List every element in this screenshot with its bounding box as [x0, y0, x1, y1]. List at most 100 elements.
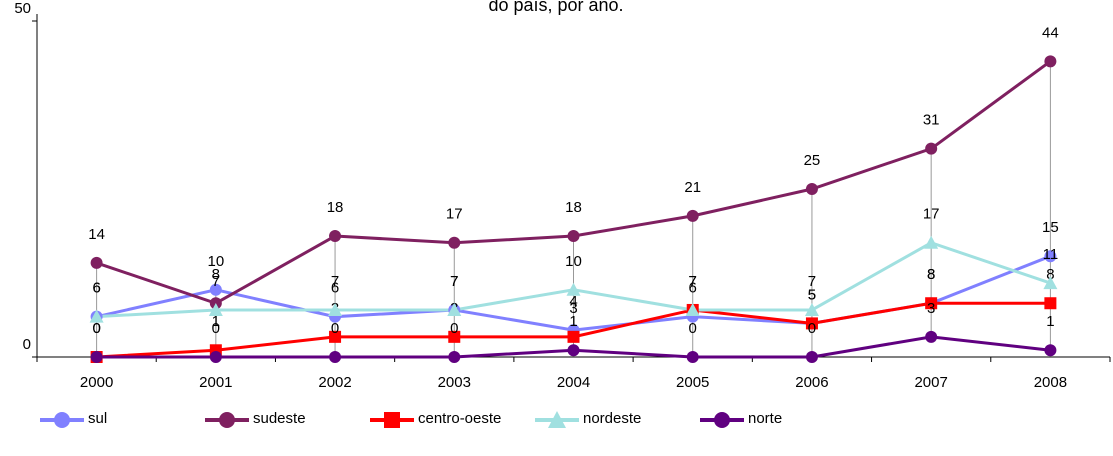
legend-marker [54, 412, 70, 428]
data-point [329, 351, 342, 363]
data-label: 18 [327, 199, 344, 216]
legend-marker [384, 412, 400, 428]
data-point [686, 351, 699, 363]
data-point [328, 302, 343, 316]
data-label: 0 [212, 320, 220, 337]
data-label: 7 [689, 273, 697, 290]
data-label: 3 [927, 300, 935, 317]
data-point [686, 209, 699, 222]
data-label: 10 [565, 253, 582, 270]
data-point [567, 344, 580, 357]
data-point [805, 317, 818, 330]
legend-marker [714, 412, 730, 428]
legend-label: nordeste [583, 410, 641, 427]
legend-label: sul [88, 410, 107, 427]
y-tick-label: 50 [14, 0, 31, 17]
data-label: 7 [450, 273, 458, 290]
data-label: 6 [331, 280, 339, 297]
data-label: 10 [207, 253, 224, 270]
data-label: 8 [212, 266, 220, 283]
data-point [1043, 276, 1058, 290]
data-point [567, 230, 580, 243]
y-tick-label: 0 [23, 336, 31, 353]
data-point [1044, 55, 1057, 68]
data-label: 0 [689, 320, 697, 337]
data-label: 15 [1042, 219, 1059, 236]
x-tick-label: 2004 [557, 374, 590, 391]
x-tick-label: 2003 [438, 374, 471, 391]
data-point [208, 302, 223, 316]
data-label: 7 [212, 273, 220, 290]
data-point [805, 183, 818, 195]
data-label: 3 [569, 300, 577, 317]
data-point [925, 330, 938, 343]
data-label: 18 [565, 199, 582, 216]
legend-label: centro-oeste [418, 410, 501, 427]
data-point [925, 297, 938, 310]
data-label: 1 [569, 313, 577, 330]
data-point [1044, 297, 1057, 310]
data-label: 7 [808, 273, 816, 290]
data-point [89, 309, 104, 323]
data-label: 5 [808, 286, 816, 303]
data-point [329, 230, 342, 243]
data-point [448, 351, 461, 363]
data-label: 7 [331, 273, 339, 290]
data-point [90, 351, 103, 363]
data-label: 31 [923, 112, 940, 129]
data-label: 4 [569, 293, 577, 310]
data-label: 0 [808, 320, 816, 337]
data-label: 6 [92, 280, 100, 297]
data-point [924, 235, 939, 249]
data-label: 1 [212, 313, 220, 330]
legend-label: sudeste [253, 410, 306, 427]
data-label: 0 [331, 320, 339, 337]
data-point [447, 302, 462, 316]
data-point [448, 330, 461, 343]
chart-title: do país, por ano. [488, 0, 623, 15]
data-point [1044, 250, 1057, 263]
data-point [90, 256, 103, 269]
x-tick-label: 2007 [914, 374, 947, 391]
data-label: 5 [808, 286, 816, 303]
data-point [329, 330, 342, 343]
legend-label: norte [748, 410, 782, 427]
data-point [566, 282, 581, 296]
legend-marker [548, 411, 566, 428]
data-label: 17 [446, 206, 463, 223]
data-point [567, 330, 580, 343]
data-label: 0 [450, 320, 458, 337]
data-point [805, 351, 818, 363]
x-tick-label: 2005 [676, 374, 709, 391]
data-point [685, 302, 700, 316]
x-tick-label: 2000 [80, 374, 113, 391]
data-label: 14 [88, 226, 105, 243]
data-label: 8 [927, 266, 935, 283]
data-label: 6 [92, 280, 100, 297]
data-label: 0 [92, 320, 100, 337]
data-point [448, 236, 461, 249]
data-label: 11 [1043, 246, 1059, 263]
data-label: 25 [804, 152, 821, 169]
x-tick-label: 2008 [1034, 374, 1067, 391]
legend-marker [219, 412, 235, 428]
data-point [925, 142, 938, 155]
data-label: 8 [927, 266, 935, 283]
data-label: 6 [689, 280, 697, 297]
data-point [209, 283, 222, 296]
data-label: 7 [450, 273, 458, 290]
data-label: 7 [689, 273, 697, 290]
data-label: 21 [684, 179, 701, 196]
data-point [209, 351, 222, 363]
data-point [1044, 344, 1057, 357]
data-label: 0 [92, 320, 100, 337]
data-label: 17 [923, 206, 940, 223]
x-tick-label: 2002 [318, 374, 351, 391]
x-tick-label: 2001 [199, 374, 232, 391]
data-label: 8 [1046, 266, 1054, 283]
x-tick-label: 2006 [795, 374, 828, 391]
data-label: 1 [1046, 313, 1054, 330]
data-label: 44 [1042, 24, 1059, 41]
data-point [804, 302, 819, 316]
